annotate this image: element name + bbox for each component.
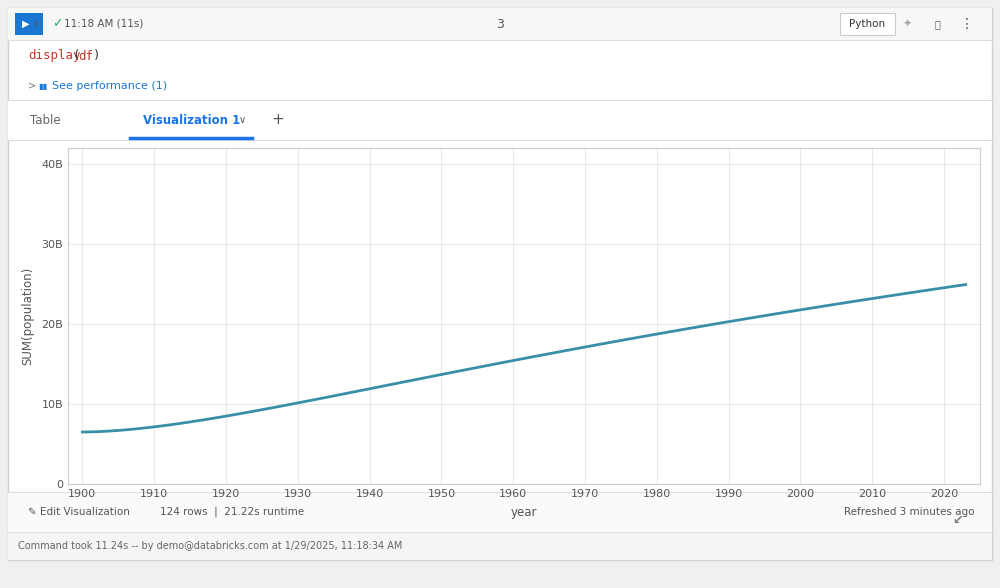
Text: Command took 11.24s -- by demo@databricks.com at 1/29/2025, 11:18:34 AM: Command took 11.24s -- by demo@databrick…: [18, 541, 402, 551]
Text: ↙: ↙: [953, 513, 963, 526]
Text: (: (: [72, 49, 80, 62]
Text: ∨: ∨: [238, 115, 246, 125]
Bar: [8, 100, 992, 140]
Text: ): ): [93, 49, 100, 62]
Text: >: >: [28, 81, 36, 91]
Text: ▶: ▶: [22, 19, 30, 29]
Text: df: df: [78, 49, 93, 62]
Bar: [840, 13, 895, 35]
Text: ✓: ✓: [52, 18, 62, 31]
Text: ∨: ∨: [33, 19, 39, 28]
Y-axis label: SUM(population): SUM(population): [21, 267, 34, 365]
Text: +: +: [272, 112, 284, 128]
Text: ⬜: ⬜: [934, 19, 940, 29]
Text: display: display: [28, 49, 80, 62]
Text: Python: Python: [849, 19, 885, 29]
Text: ✎ Edit Visualization: ✎ Edit Visualization: [28, 507, 130, 517]
Text: See performance (1): See performance (1): [52, 81, 167, 91]
Bar: [15, 13, 43, 35]
X-axis label: year: year: [511, 506, 537, 519]
Text: ✦: ✦: [902, 19, 912, 29]
Text: Refreshed 3 minutes ago: Refreshed 3 minutes ago: [844, 507, 975, 517]
Text: 3: 3: [496, 18, 504, 31]
Text: 11:18 AM (11s): 11:18 AM (11s): [64, 19, 143, 29]
Text: ▮▮: ▮▮: [38, 82, 47, 91]
Text: Visualization 1: Visualization 1: [143, 113, 241, 126]
Text: 124 rows  |  21.22s runtime: 124 rows | 21.22s runtime: [160, 507, 304, 517]
Text: Table: Table: [30, 113, 60, 126]
Bar: [8, 532, 992, 560]
Text: ⋮: ⋮: [960, 17, 974, 31]
Bar: [8, 492, 992, 532]
Bar: [8, 8, 992, 40]
